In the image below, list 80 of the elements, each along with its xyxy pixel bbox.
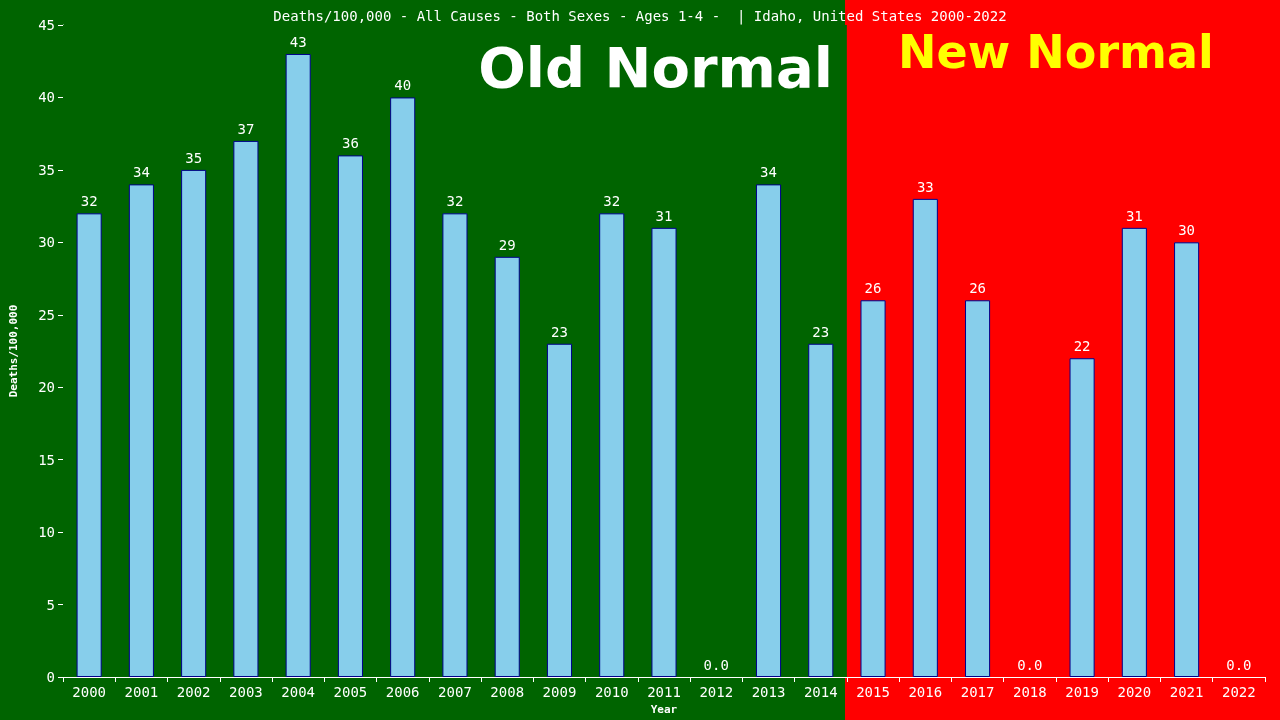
data-label: 34 xyxy=(132,164,150,181)
x-tick-label: 2020 xyxy=(1117,684,1152,700)
data-label: 43 xyxy=(289,33,307,50)
band-label: New Normal xyxy=(898,25,1214,79)
x-tick-label: 2017 xyxy=(960,684,995,700)
bar xyxy=(546,343,573,677)
data-label: 29 xyxy=(498,236,516,253)
x-tick-label: 2000 xyxy=(72,684,106,700)
data-label: 0.0 xyxy=(1226,657,1252,673)
data-label: 37 xyxy=(237,120,255,137)
bar xyxy=(390,97,416,677)
data-label: 26 xyxy=(969,280,986,297)
data-label: 32 xyxy=(80,193,98,210)
bar xyxy=(965,300,991,677)
x-tick-label: 2021 xyxy=(1169,684,1204,700)
x-tick-label: 2005 xyxy=(333,684,368,700)
data-label: 0.0 xyxy=(1017,657,1043,673)
y-tick-label: 15 xyxy=(38,451,55,468)
y-tick-label: 10 xyxy=(38,524,55,541)
x-tick-label: 2009 xyxy=(542,684,577,700)
data-label: 31 xyxy=(655,207,673,224)
x-tick-label: 2004 xyxy=(281,684,316,700)
y-tick-label: 30 xyxy=(38,234,55,251)
x-tick-label: 2002 xyxy=(176,684,211,700)
x-tick-label: 2007 xyxy=(438,684,472,700)
y-tick-label: 20 xyxy=(38,379,55,396)
data-label: 23 xyxy=(812,323,830,340)
y-tick-label: 0 xyxy=(46,669,55,685)
x-tick-label: 2012 xyxy=(699,684,734,700)
bar xyxy=(285,53,311,677)
y-tick-label: 35 xyxy=(38,161,55,178)
bar xyxy=(860,300,886,677)
bar xyxy=(442,213,468,677)
data-label: 26 xyxy=(864,280,882,297)
data-label: 40 xyxy=(394,77,412,94)
bar xyxy=(1121,227,1147,677)
bar xyxy=(76,213,102,677)
y-axis-title: Deaths/100,000 xyxy=(7,304,20,398)
bar xyxy=(337,155,363,677)
data-label: 35 xyxy=(185,149,203,166)
y-tick-label: 5 xyxy=(46,596,55,613)
bar xyxy=(1069,358,1095,677)
bar xyxy=(808,343,834,677)
bar xyxy=(651,227,677,677)
data-label: 33 xyxy=(916,178,934,195)
y-tick-label: 25 xyxy=(38,306,55,323)
x-axis-title: Year xyxy=(650,702,678,716)
data-label: 31 xyxy=(1125,207,1143,224)
x-tick-label: 2013 xyxy=(751,684,786,700)
data-label: 32 xyxy=(603,193,621,210)
y-tick-label: 45 xyxy=(38,17,55,33)
bar xyxy=(755,184,782,677)
x-tick-label: 2006 xyxy=(385,684,420,700)
data-label: 36 xyxy=(342,135,359,152)
x-tick-label: 2018 xyxy=(1012,684,1047,700)
x-tick-label: 2019 xyxy=(1065,684,1099,700)
bar xyxy=(494,256,520,677)
x-tick-label: 2001 xyxy=(124,684,159,700)
x-tick-label: 2015 xyxy=(856,684,890,700)
y-tick-label: 40 xyxy=(38,89,55,106)
bar xyxy=(233,140,259,677)
band-label: Old Normal xyxy=(478,34,833,100)
x-tick-label: 2008 xyxy=(490,684,525,700)
x-tick-label: 2010 xyxy=(594,684,629,700)
bar xyxy=(181,169,207,677)
x-tick-label: 2011 xyxy=(647,684,681,700)
x-tick-label: 2016 xyxy=(908,684,943,700)
data-label: 34 xyxy=(760,164,777,181)
bar xyxy=(599,213,625,677)
bar xyxy=(1174,242,1200,677)
x-tick-label: 2022 xyxy=(1222,684,1256,700)
data-label: 22 xyxy=(1073,338,1091,355)
bar xyxy=(912,198,938,677)
data-label: 32 xyxy=(446,193,464,210)
bar xyxy=(128,184,154,677)
data-label: 0.0 xyxy=(703,657,729,673)
data-label: 23 xyxy=(551,323,568,340)
x-tick-label: 2003 xyxy=(229,684,263,700)
x-tick-label: 2014 xyxy=(803,684,838,700)
data-label: 30 xyxy=(1178,222,1196,239)
